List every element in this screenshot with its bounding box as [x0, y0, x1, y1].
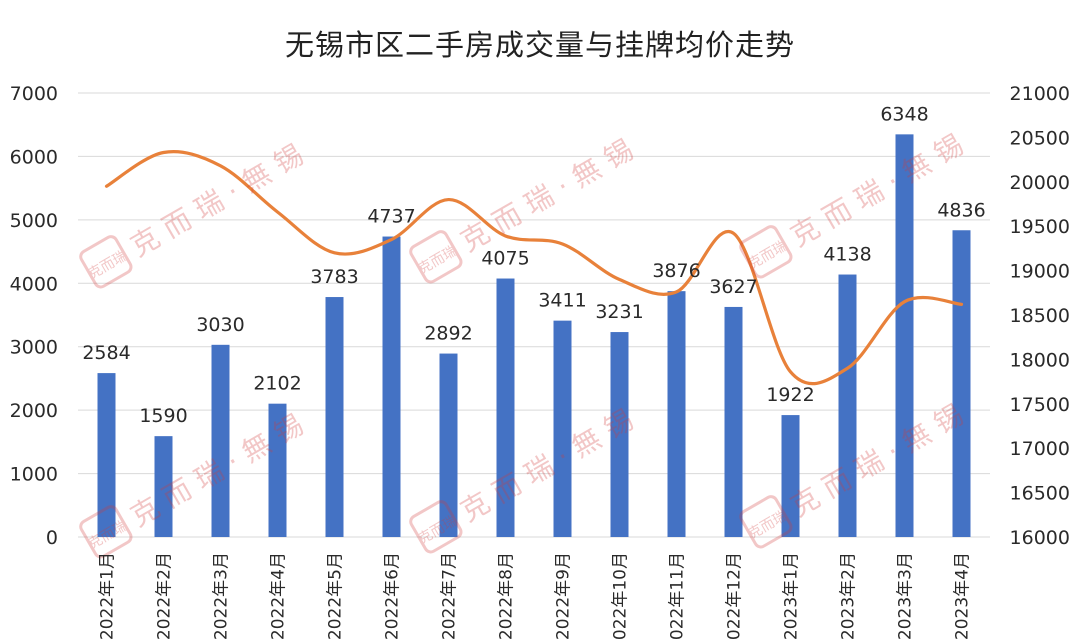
bar: [895, 134, 914, 538]
x-axis-ticks: 2022年1月 2022年2月 2022年3月 2022年4月 2022年5月 2022年…: [98, 552, 973, 641]
left-tick-label: 2000: [10, 400, 58, 422]
x-tick-label: 2022年11月: [668, 552, 688, 641]
right-tick-label: 19000: [1010, 261, 1070, 283]
bar: [553, 320, 572, 537]
left-tick-label: 5000: [10, 210, 58, 232]
right-tick-label: 16000: [1010, 527, 1070, 549]
x-tick-label: 2022年9月: [554, 552, 574, 640]
bar-value-label: 6348: [880, 103, 928, 125]
left-tick-label: 1000: [10, 464, 58, 486]
seal-text: 克而瑞: [86, 248, 130, 283]
seal-logo: [739, 225, 793, 279]
bar-value-label: 4836: [937, 199, 985, 221]
seal-logo: [739, 495, 793, 549]
x-tick-label: 2023年3月: [896, 552, 916, 640]
left-tick-label: 0: [46, 527, 58, 549]
x-tick-label: 2022年8月: [497, 552, 517, 640]
right-tick-label: 21000: [1010, 83, 1070, 105]
bar: [382, 236, 401, 537]
right-tick-label: 16500: [1010, 483, 1070, 505]
bar-value-label: 4737: [367, 206, 415, 228]
bar-value-label: 3783: [310, 266, 358, 288]
gridlines: [78, 92, 990, 538]
x-tick-label: 2022年1月: [98, 552, 118, 640]
right-tick-label: 18500: [1010, 305, 1070, 327]
data-labels: 2584 1590 3030 2102 3783 4737 2892 4075 3411 3231…: [82, 103, 985, 427]
x-tick-label: 2022年3月: [212, 552, 232, 640]
right-tick-label: 20500: [1010, 127, 1070, 149]
right-axis-ticks: 16000 16500 17000 17500 18000 18500 19000 19500…: [1010, 83, 1070, 549]
bar-value-label: 4075: [481, 248, 529, 270]
bar-value-label: 4138: [823, 244, 871, 266]
bar: [667, 291, 686, 537]
bar-value-label: 3411: [538, 290, 586, 312]
x-tick-label: 2022年12月: [725, 552, 745, 641]
bar-value-label: 1590: [139, 405, 187, 427]
x-tick-label: 2022年5月: [326, 552, 346, 640]
x-tick-label: 2022年2月: [155, 552, 175, 640]
seal-logo: [79, 235, 133, 289]
seal-text: 克而瑞: [416, 243, 460, 278]
left-tick-label: 6000: [10, 146, 58, 168]
right-tick-label: 20000: [1010, 172, 1070, 194]
left-tick-label: 7000: [10, 83, 58, 105]
bar-value-label: 3231: [595, 301, 643, 323]
bar: [838, 274, 857, 537]
right-tick-label: 18000: [1010, 349, 1070, 371]
x-tick-label: 2022年7月: [440, 552, 460, 640]
bar: [268, 403, 287, 537]
seal-logo: [409, 500, 463, 554]
bar-value-label: 2102: [253, 373, 301, 395]
bar: [724, 306, 743, 537]
left-axis-ticks: 0 1000 2000 3000 4000 5000 6000 7000: [10, 83, 58, 549]
right-tick-label: 17500: [1010, 394, 1070, 416]
bar-series: [97, 134, 971, 538]
price-line-series: [104, 150, 964, 386]
x-tick-label: 2023年4月: [953, 552, 973, 640]
bar: [211, 344, 230, 537]
bar-value-label: 2892: [424, 323, 472, 345]
price-line: [104, 150, 964, 386]
x-tick-label: 2023年2月: [839, 552, 859, 640]
bar-value-label: 3876: [652, 260, 700, 282]
seal-logo: [409, 230, 463, 284]
bar: [610, 332, 629, 537]
right-tick-label: 17000: [1010, 438, 1070, 460]
bar: [496, 278, 515, 537]
seal-text: 克而瑞: [416, 513, 460, 548]
watermark-layer: 克而瑞克 而 瑞 · 無 锡克而瑞克 而 瑞 · 無 锡克而瑞克 而 瑞 · 無…: [79, 128, 969, 559]
bar: [325, 297, 344, 537]
watermark-text: 克 而 瑞 · 無 锡: [785, 398, 969, 523]
seal-logo: [79, 505, 133, 559]
bar: [952, 230, 971, 537]
bar: [154, 436, 173, 537]
seal-text: 克而瑞: [746, 238, 790, 273]
bar-value-label: 3030: [196, 314, 244, 336]
bar: [781, 415, 800, 537]
bar-value-label: 2584: [82, 342, 130, 364]
bar-value-label: 1922: [766, 384, 814, 406]
bar-value-label: 3627: [709, 276, 757, 298]
x-tick-label: 2023年1月: [782, 552, 802, 640]
watermark-text: 克 而 瑞 · 無 锡: [785, 128, 969, 253]
x-tick-label: 2022年6月: [383, 552, 403, 640]
left-tick-label: 4000: [10, 273, 58, 295]
left-tick-label: 3000: [10, 337, 58, 359]
right-tick-label: 19500: [1010, 216, 1070, 238]
bar: [97, 373, 116, 537]
x-tick-label: 2022年10月: [611, 552, 631, 641]
x-tick-label: 2022年4月: [269, 552, 289, 640]
chart-title: 无锡市区二手房成交量与挂牌均价走势: [284, 28, 795, 62]
bar: [439, 353, 458, 537]
